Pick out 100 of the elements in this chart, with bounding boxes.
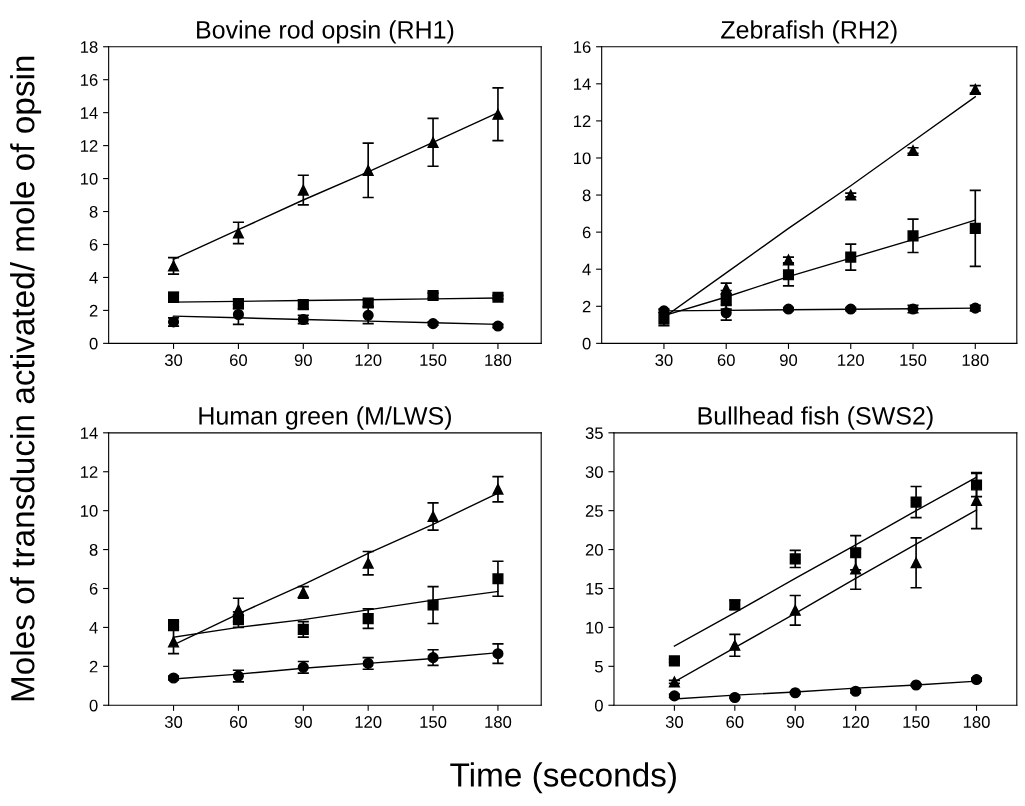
y-tick-label: 12 [80, 140, 98, 152]
y-tick-label: 8 [582, 189, 591, 202]
y-tick-label: 14 [573, 78, 591, 90]
x-tick-label: 150 [900, 354, 927, 367]
x-tick-label: 180 [485, 716, 512, 728]
chart-title: Bovine rod opsin (RH1) [197, 20, 454, 44]
point [427, 510, 439, 523]
chart-title: Bullhead fish (SWS2) [698, 406, 933, 430]
point [720, 294, 732, 306]
point [729, 691, 741, 704]
point [845, 251, 857, 263]
y-tick-label: 14 [80, 427, 98, 439]
y-tick-label: 16 [573, 41, 591, 53]
y-tick-label: 10 [80, 505, 98, 517]
point [492, 320, 504, 332]
y-tick-label: 30 [585, 466, 603, 478]
x-tick-label: 180 [962, 354, 989, 367]
x-tick-label: 150 [420, 354, 447, 367]
y-tick-label: 20 [585, 543, 603, 556]
point [427, 290, 439, 302]
point [850, 685, 862, 697]
y-tick-label: 10 [573, 152, 591, 165]
point [297, 184, 309, 196]
point [427, 652, 439, 664]
point [427, 318, 439, 330]
point [232, 227, 244, 239]
point [362, 309, 374, 321]
x-tick-label: 90 [786, 716, 804, 728]
y-tick-label: 2 [582, 300, 591, 313]
point [789, 687, 801, 699]
x-tick-label: 30 [665, 716, 684, 728]
point [907, 230, 919, 242]
x-tick-label: 60 [717, 354, 735, 367]
point [362, 164, 374, 176]
point [492, 648, 504, 660]
y-tick-label: 0 [594, 699, 603, 712]
point [362, 613, 374, 625]
x-tick-label: 60 [726, 716, 744, 728]
point [850, 547, 862, 559]
point [969, 222, 981, 234]
y-tick-label: 10 [80, 172, 98, 185]
point [232, 308, 244, 321]
point [789, 604, 801, 616]
y-tick-label: 6 [89, 238, 98, 251]
x-tick-label: 90 [294, 354, 312, 367]
y-tick-label: 14 [80, 107, 98, 119]
y-tick-label: 15 [586, 583, 603, 595]
y-tick-label: 16 [80, 74, 98, 86]
y-tick-label: 2 [89, 660, 98, 673]
y-tick-label: 6 [582, 226, 591, 239]
point [492, 108, 504, 120]
y-tick-label: 5 [594, 660, 603, 673]
x-tick-label: 90 [779, 354, 798, 367]
point [782, 269, 795, 281]
point [492, 483, 504, 495]
y-tick-label: 4 [89, 621, 98, 634]
point [789, 553, 801, 565]
y-tick-label: 0 [89, 337, 98, 350]
x-tick-label: 150 [903, 716, 930, 728]
point [845, 303, 857, 315]
y-tick-label: 4 [582, 263, 591, 276]
x-tick-label: 120 [355, 354, 382, 367]
x-tick-label: 180 [963, 716, 990, 728]
point [845, 189, 857, 201]
y-tick-label: 2 [89, 304, 98, 317]
x-axis-title: Time (seconds) [450, 762, 676, 794]
y-tick-label: 18 [80, 41, 98, 53]
y-tick-label: 8 [89, 543, 98, 556]
y-axis-title: Moles of transducin activated/ mole of opsin [10, 56, 42, 701]
y-tick-label: 35 [585, 427, 603, 440]
x-tick-label: 30 [164, 716, 183, 728]
point [427, 599, 439, 611]
y-tick-label: 8 [89, 205, 98, 218]
x-tick-label: 60 [229, 354, 248, 367]
point [362, 557, 374, 569]
x-tick-label: 30 [655, 354, 673, 367]
y-tick-label: 6 [89, 582, 98, 595]
point [729, 639, 741, 651]
y-tick-label: 10 [586, 621, 603, 634]
point [970, 674, 983, 686]
point [910, 679, 922, 691]
x-tick-label: 120 [355, 716, 382, 728]
point [492, 573, 504, 585]
point [910, 496, 922, 508]
x-tick-label: 150 [420, 716, 447, 728]
y-tick-label: 12 [80, 466, 98, 478]
x-tick-label: 60 [229, 716, 248, 728]
x-tick-label: 120 [838, 354, 864, 367]
point [167, 260, 180, 272]
y-tick-label: 0 [582, 337, 591, 350]
point [850, 563, 862, 575]
x-tick-label: 30 [164, 354, 183, 367]
point [970, 479, 983, 491]
x-tick-label: 90 [294, 716, 312, 728]
point [910, 557, 922, 569]
y-tick-label: 25 [585, 505, 603, 517]
x-tick-label: 180 [485, 354, 512, 367]
point [167, 636, 180, 648]
y-tick-label: 12 [573, 115, 591, 127]
x-tick-label: 120 [843, 716, 869, 728]
